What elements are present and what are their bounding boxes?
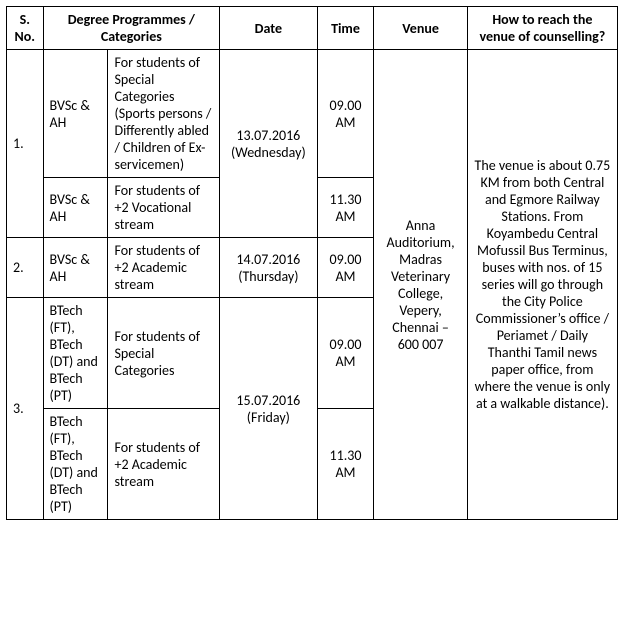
prog-3b: BTech (FT), BTech (DT) and BTech (PT) — [43, 409, 108, 520]
sno-2: 2. — [7, 238, 44, 298]
time-2: 09.00 AM — [317, 238, 374, 298]
time-1a: 09.00 AM — [317, 50, 374, 178]
date-2: 14.07.2016 (Thursday) — [220, 238, 317, 298]
cat-3b: For students of +2 Academic stream — [108, 409, 220, 520]
sno-1: 1. — [7, 50, 44, 238]
prog-3a: BTech (FT), BTech (DT) and BTech (PT) — [43, 298, 108, 409]
cat-3a: For students of Special Categories — [108, 298, 220, 409]
date-3: 15.07.2016 (Friday) — [220, 298, 317, 520]
venue-all: Anna Auditorium, Madras Veterinary Colle… — [374, 50, 467, 520]
prog-1a: BVSc & AH — [43, 50, 108, 178]
sno-3: 3. — [7, 298, 44, 520]
time-3a: 09.00 AM — [317, 298, 374, 409]
cat-1b: For students of +2 Vocational stream — [108, 178, 220, 238]
counselling-schedule-table: S. No. Degree Programmes / Categories Da… — [6, 6, 618, 520]
table-header-row: S. No. Degree Programmes / Categories Da… — [7, 7, 618, 50]
prog-1b: BVSc & AH — [43, 178, 108, 238]
cat-2: For students of +2 Academic stream — [108, 238, 220, 298]
col-howto: How to reach the venue of counselling? — [467, 7, 617, 50]
col-sno: S. No. — [7, 7, 44, 50]
time-1b: 11.30 AM — [317, 178, 374, 238]
cat-1a: For students of Special Categories (Spor… — [108, 50, 220, 178]
date-1: 13.07.2016 (Wednesday) — [220, 50, 317, 238]
col-time: Time — [317, 7, 374, 50]
time-3b: 11.30 AM — [317, 409, 374, 520]
col-programmes: Degree Programmes / Categories — [43, 7, 220, 50]
col-venue: Venue — [374, 7, 467, 50]
col-date: Date — [220, 7, 317, 50]
prog-2: BVSc & AH — [43, 238, 108, 298]
howto-all: The venue is about 0.75 KM from both Cen… — [467, 50, 617, 520]
table-row: 1. BVSc & AH For students of Special Cat… — [7, 50, 618, 178]
